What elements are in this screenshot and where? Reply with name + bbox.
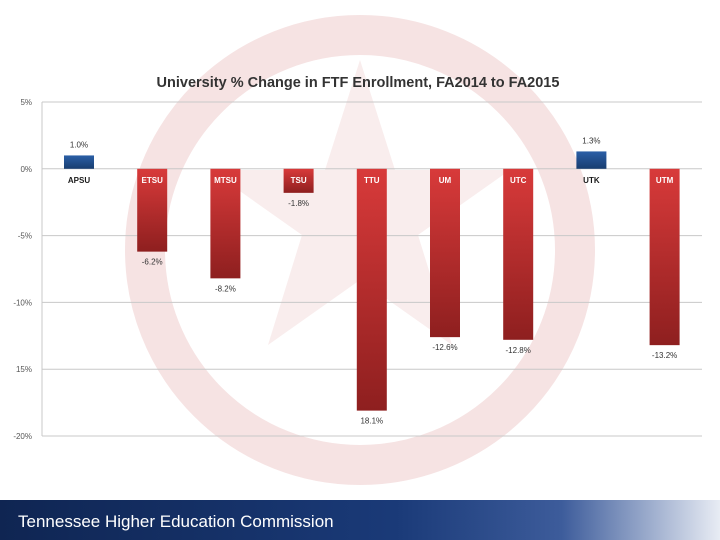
y-tick-label: -10% (13, 298, 32, 307)
data-labels: 1.0% -6.2% -8.2% -1.8% 18.1% -12.6% -12.8% 1.3%… (70, 136, 677, 425)
y-tick-label: 0% (20, 165, 32, 174)
y-tick-label: -5% (18, 232, 32, 241)
category-label-um: UM (439, 176, 452, 185)
category-label-mtsu: MTSU (214, 176, 237, 185)
category-label-utm: UTM (656, 176, 674, 185)
data-label-utk: 1.3% (582, 136, 600, 145)
data-label-um: -12.6% (432, 343, 457, 352)
data-label-etsu: -6.2% (142, 258, 163, 267)
bar-etsu (137, 168, 168, 252)
footer-bar: Tennessee Higher Education Commission (0, 500, 720, 540)
data-label-apsu: 1.0% (70, 140, 88, 149)
bar-chart: University % Change in FTF Enrollment, F… (13, 75, 702, 441)
data-label-tsu: -1.8% (288, 199, 309, 208)
bar-tsu (283, 168, 314, 193)
y-tick-label: 5% (20, 98, 32, 107)
category-label-ttu: TTU (364, 176, 380, 185)
data-label-mtsu: -8.2% (215, 284, 236, 293)
chart-title: University % Change in FTF Enrollment, F… (157, 75, 560, 91)
y-tick-label: -20% (13, 432, 32, 441)
bar-utc (503, 168, 534, 340)
bar-apsu (64, 155, 94, 169)
category-label-utc: UTC (510, 176, 527, 185)
bar-um (430, 168, 460, 338)
category-labels: APSU ETSU MTSU TSU TTU UM UTC UTK UTM (68, 176, 674, 185)
bar-ttu (356, 168, 387, 411)
bar-utk (576, 151, 607, 169)
footer-text: Tennessee Higher Education Commission (18, 512, 334, 531)
category-label-etsu: ETSU (142, 176, 164, 185)
category-label-tsu: TSU (291, 176, 307, 185)
y-axis-ticks: 5% 0% -5% -10% 15% -20% (13, 98, 32, 441)
y-tick-label: 15% (16, 365, 32, 374)
bar-mtsu (210, 168, 241, 279)
data-label-ttu: 18.1% (360, 417, 383, 426)
data-label-utc: -12.8% (506, 346, 531, 355)
bar-utm (649, 168, 680, 346)
data-label-utm: -13.2% (652, 351, 677, 360)
category-label-utk: UTK (583, 176, 600, 185)
bars (64, 151, 680, 411)
category-label-apsu: APSU (68, 176, 90, 185)
